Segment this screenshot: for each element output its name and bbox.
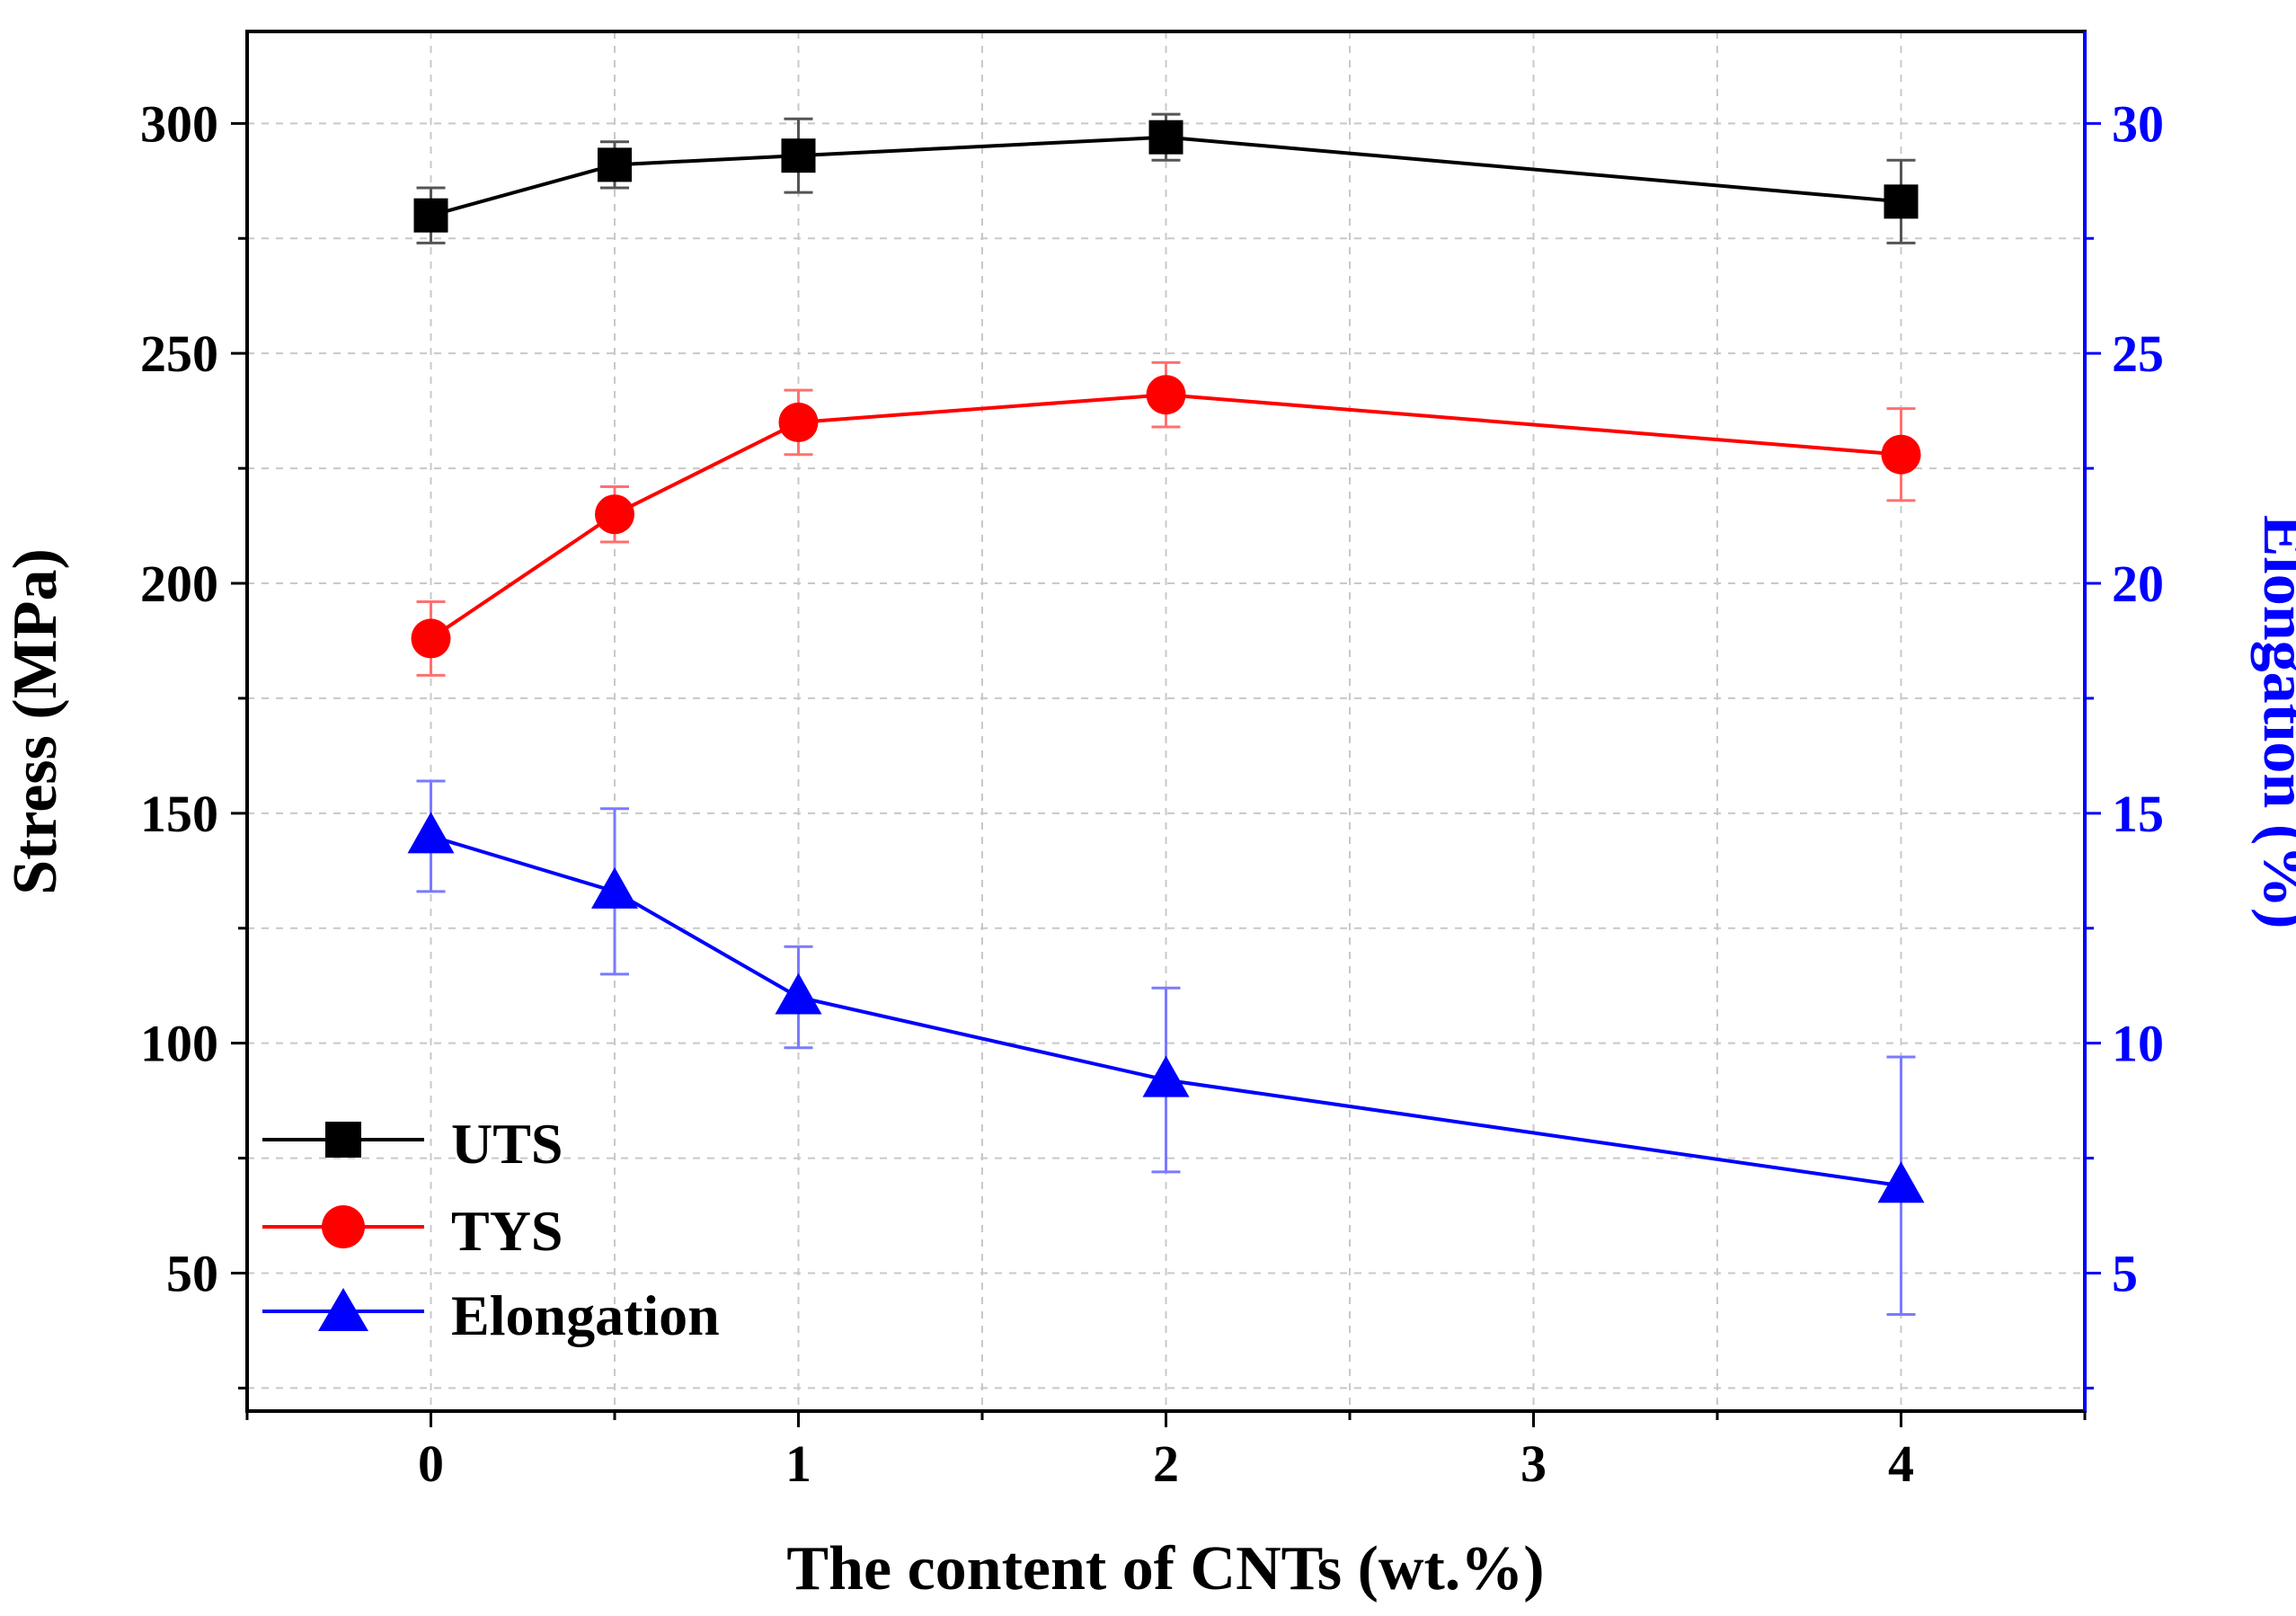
data-point-uts [1148, 120, 1183, 155]
legend-label-elongation: Elongation [451, 1283, 720, 1347]
y2-tick-label: 15 [2112, 785, 2164, 843]
y-tick-label: 200 [140, 555, 218, 613]
y2-tick-label: 10 [2112, 1015, 2164, 1073]
axes: 0 1 2 3 4 50 100 150 200 250 300 5 10 15 20 25 30 [140, 31, 2164, 1493]
y-axis-title: Stress (MPa) [1, 548, 70, 895]
data-point-tys [595, 494, 634, 535]
legend-marker-tys [322, 1205, 365, 1248]
y-tick-label: 100 [140, 1015, 218, 1073]
series-uts [413, 112, 1919, 244]
legend-label-uts: UTS [451, 1112, 563, 1176]
y-tick-label: 300 [140, 94, 218, 153]
data-point-elongation [1877, 1161, 1925, 1203]
legend-label-tys: TYS [451, 1199, 563, 1263]
x-tick-label: 0 [418, 1434, 444, 1493]
x-tick-label: 4 [1888, 1434, 1914, 1493]
data-point-elongation [407, 812, 455, 854]
data-point-tys [778, 402, 819, 442]
y-tick-label: 150 [140, 785, 218, 843]
data-point-tys [411, 618, 451, 659]
data-point-elongation [1142, 1055, 1190, 1097]
y2-tick-label: 20 [2112, 555, 2164, 613]
y-tick-label: 50 [166, 1245, 218, 1303]
data-point-elongation [591, 866, 638, 909]
y2-axis-title: Elongation (%) [2250, 515, 2296, 929]
data-point-tys [1881, 434, 1921, 475]
series-elongation [407, 779, 1925, 1317]
data-point-uts [598, 147, 632, 182]
y2-tick-label: 30 [2112, 94, 2164, 153]
data-point-uts [1884, 184, 1919, 219]
y2-tick-label: 25 [2112, 324, 2164, 383]
legend: UTS TYS Elongation [262, 1112, 720, 1347]
x-tick-label: 3 [1520, 1434, 1547, 1493]
x-tick-label: 2 [1153, 1434, 1179, 1493]
x-tick-label: 1 [785, 1434, 811, 1493]
data-point-uts [413, 198, 448, 233]
data-point-tys [1146, 375, 1186, 415]
legend-marker-uts [325, 1122, 361, 1158]
series-line-tys [430, 393, 1902, 641]
series-layer [407, 112, 1925, 1317]
x-axis-title: The content of CNTs (wt.%) [786, 1534, 1544, 1603]
series-tys [411, 360, 1921, 677]
y-tick-label: 250 [140, 324, 218, 383]
grid [247, 31, 2085, 1411]
legend-marker-elongation [318, 1288, 368, 1331]
data-point-elongation [775, 972, 822, 1015]
y2-tick-label: 5 [2112, 1245, 2138, 1303]
data-point-uts [781, 138, 816, 173]
